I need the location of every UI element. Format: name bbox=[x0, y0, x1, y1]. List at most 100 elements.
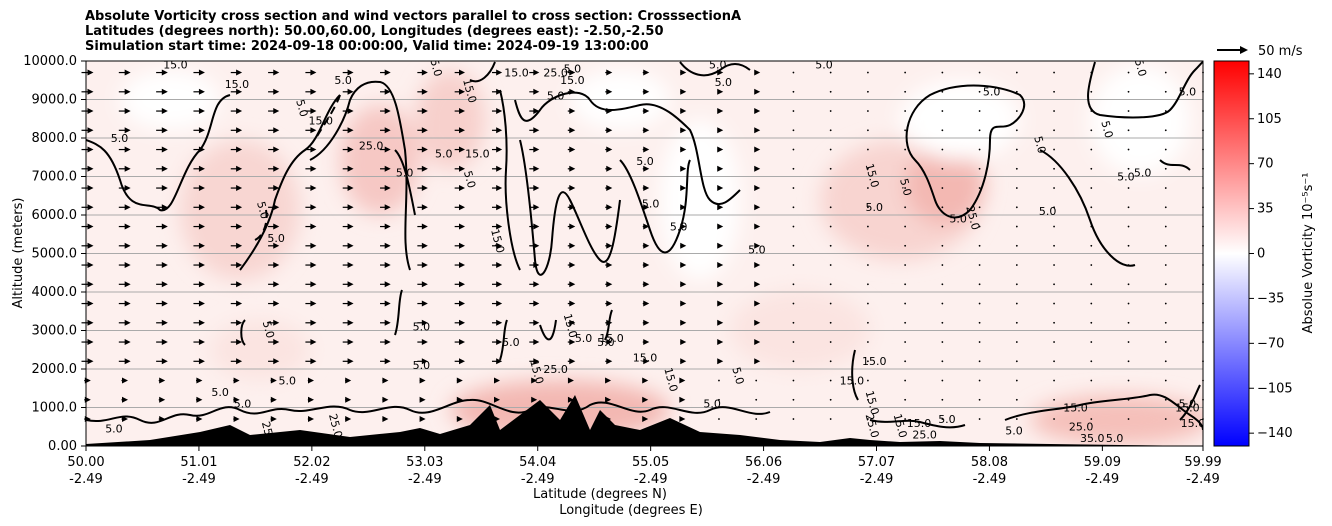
wind-vector bbox=[1164, 321, 1167, 324]
wind-vector bbox=[978, 206, 981, 209]
wind-vector-head bbox=[569, 300, 576, 307]
wind-vector bbox=[941, 360, 944, 363]
wind-vector bbox=[978, 283, 981, 286]
wind-vector-head bbox=[569, 223, 576, 230]
contour-label: 15.0 bbox=[561, 312, 580, 339]
contour-label: 15.0 bbox=[599, 332, 624, 345]
contour-label: 5.0 bbox=[105, 423, 123, 436]
wind-vector-head bbox=[124, 281, 131, 288]
wind-vector-head bbox=[198, 339, 205, 346]
contour-label: 15.0 bbox=[488, 228, 507, 255]
wind-vector bbox=[1090, 321, 1093, 324]
colorbar: 140 105 70 35 0 −35 −70 −105 −140 Absolue Vortic… bbox=[1213, 60, 1316, 447]
wind-vector-head bbox=[421, 281, 428, 288]
wind-vector-head bbox=[680, 242, 687, 249]
wind-vector-head bbox=[124, 300, 131, 307]
wind-vector bbox=[867, 225, 869, 228]
wind-vector-head bbox=[384, 146, 391, 153]
wind-vector bbox=[978, 110, 981, 112]
wind-vector bbox=[1090, 244, 1093, 247]
wind-vector bbox=[1053, 379, 1055, 382]
wind-vector-head bbox=[754, 108, 761, 115]
field-patch bbox=[180, 140, 300, 280]
wind-vector bbox=[1127, 379, 1130, 382]
contour-line bbox=[254, 209, 268, 241]
wind-vector-head bbox=[87, 146, 94, 153]
wind-vector bbox=[1015, 148, 1018, 151]
contour-label: 5.0 bbox=[513, 421, 531, 434]
wind-vector-head bbox=[384, 262, 391, 269]
wind-vector bbox=[867, 341, 869, 343]
wind-vector-head bbox=[87, 127, 94, 134]
wind-vector-head bbox=[496, 108, 503, 115]
wind-vector-head bbox=[533, 319, 540, 326]
wind-vector-head bbox=[159, 416, 166, 423]
wind-vector-head bbox=[459, 339, 466, 346]
wind-vector-head bbox=[345, 377, 352, 384]
wind-vector-head bbox=[273, 300, 280, 307]
x-tick-label-latitude: 54.04 bbox=[519, 455, 556, 470]
wind-vector-head bbox=[533, 165, 540, 172]
wind-vector bbox=[792, 398, 795, 401]
wind-vector-head bbox=[680, 165, 687, 172]
wind-vector-head bbox=[310, 204, 317, 211]
wind-vector-head bbox=[569, 339, 576, 346]
wind-vector-head bbox=[606, 281, 613, 288]
wind-vector-head bbox=[124, 88, 131, 95]
wind-vector bbox=[978, 341, 981, 343]
wind-vector-head bbox=[236, 88, 243, 95]
wind-vector-head bbox=[421, 69, 428, 76]
wind-vector-head bbox=[533, 358, 540, 365]
wind-vector bbox=[829, 110, 832, 112]
wind-vector-head bbox=[533, 339, 540, 346]
contour-label: 5.0 bbox=[748, 244, 766, 257]
wind-vector bbox=[792, 264, 795, 266]
wind-vector-head bbox=[643, 204, 650, 211]
wind-vector bbox=[904, 90, 907, 93]
wind-vector-head bbox=[236, 262, 243, 269]
wind-vector bbox=[1015, 167, 1018, 170]
wind-vector-head bbox=[717, 339, 724, 346]
wind-vector bbox=[1164, 379, 1167, 382]
wind-vector-head bbox=[419, 416, 426, 423]
contour-label: 5.0 bbox=[334, 74, 352, 87]
contour-label: 5.0 bbox=[211, 386, 229, 399]
wind-vector-head bbox=[459, 127, 466, 134]
wind-vector bbox=[792, 341, 795, 343]
contour-label: 5.0 bbox=[815, 59, 833, 72]
wind-vector bbox=[941, 148, 944, 151]
wind-vector bbox=[829, 129, 832, 132]
wind-vector-head bbox=[124, 185, 131, 192]
wind-vector-head bbox=[459, 88, 466, 95]
wind-vector bbox=[792, 129, 795, 132]
y-tick-label: 9000.0 bbox=[32, 93, 78, 108]
wind-vector-head bbox=[459, 165, 466, 172]
wind-vector bbox=[867, 321, 869, 324]
wind-vector bbox=[829, 264, 832, 266]
contour-label: 15.0 bbox=[225, 78, 250, 91]
wind-vector bbox=[1164, 418, 1167, 420]
wind-vector-head bbox=[347, 319, 354, 326]
wind-vector-head bbox=[754, 165, 761, 172]
wind-vector-head bbox=[273, 185, 280, 192]
wind-vector bbox=[867, 187, 869, 189]
wind-vector bbox=[1127, 187, 1130, 189]
wind-vector bbox=[718, 379, 720, 382]
colorbar-tick-label: 35 bbox=[1257, 202, 1274, 217]
wind-vector-head bbox=[310, 88, 317, 95]
wind-vector bbox=[867, 379, 869, 382]
contour-label: 15.0 bbox=[907, 417, 932, 430]
wind-vector-head bbox=[124, 319, 131, 326]
wind-vector-head bbox=[270, 377, 277, 384]
gridlines bbox=[86, 99, 1203, 408]
contour-line bbox=[1087, 61, 1203, 119]
wind-vector-head bbox=[124, 165, 131, 172]
wind-vector bbox=[1127, 244, 1130, 247]
wind-vector-head bbox=[347, 300, 354, 307]
wind-vector-head bbox=[569, 127, 576, 134]
contour-label: 25.0 bbox=[259, 420, 278, 447]
wind-vector-head bbox=[421, 146, 428, 153]
wind-vector bbox=[1127, 129, 1130, 132]
wind-vector bbox=[1015, 283, 1018, 286]
contour-label: 5.0 bbox=[111, 132, 129, 145]
